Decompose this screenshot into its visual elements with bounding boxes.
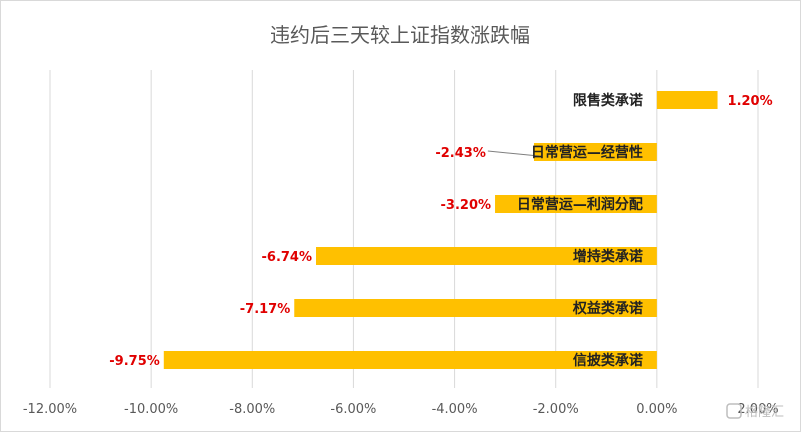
gridlines [49,70,759,388]
x-axis-ticks: -12.00% -10.00% -8.00% -6.00% -4.00% -2.00% 0.… [23,402,779,417]
x-tick-label: -6.00% [330,402,376,417]
value-label: 1.20% [728,94,773,109]
leader-line [487,150,539,157]
watermark-text: 格隆汇 [745,404,784,420]
x-tick-label: -2.00% [533,402,579,417]
category-label: 信披类承诺 [573,352,643,369]
value-label: -3.20% [441,198,492,213]
bar [495,195,657,213]
category-label: 限售类承诺 [573,92,643,109]
value-labels: 1.20% -2.43% -3.20% -6.74% -7.17% -9.75% [109,94,772,369]
x-tick-label: -8.00% [229,402,275,417]
bar [533,143,657,161]
bar [656,91,718,109]
category-label: 增持类承诺 [573,248,643,265]
category-label: 权益类承诺 [572,300,643,317]
watermark-logo: 格隆汇 [726,403,784,420]
x-tick-label: 0.00% [636,402,677,417]
category-label: 日常营运—利润分配 [517,196,643,213]
category-label: 日常营运—经营性 [531,144,643,161]
x-tick-label: -4.00% [432,402,478,417]
chart-title: 违约后三天较上证指数涨跌幅 [270,23,530,47]
bars [163,91,718,369]
x-tick-label: 2.00% [737,402,778,417]
x-tick-label: -12.00% [23,402,77,417]
bar [316,247,657,265]
bar [163,351,657,369]
leader-lines [487,150,539,157]
bar [294,299,657,317]
value-label: -6.74% [262,250,313,265]
x-tick-label: -10.00% [124,402,178,417]
value-label: -9.75% [109,354,160,369]
value-label: -7.17% [240,302,291,317]
value-label: -2.43% [435,146,486,161]
watermark-icon [726,403,742,419]
